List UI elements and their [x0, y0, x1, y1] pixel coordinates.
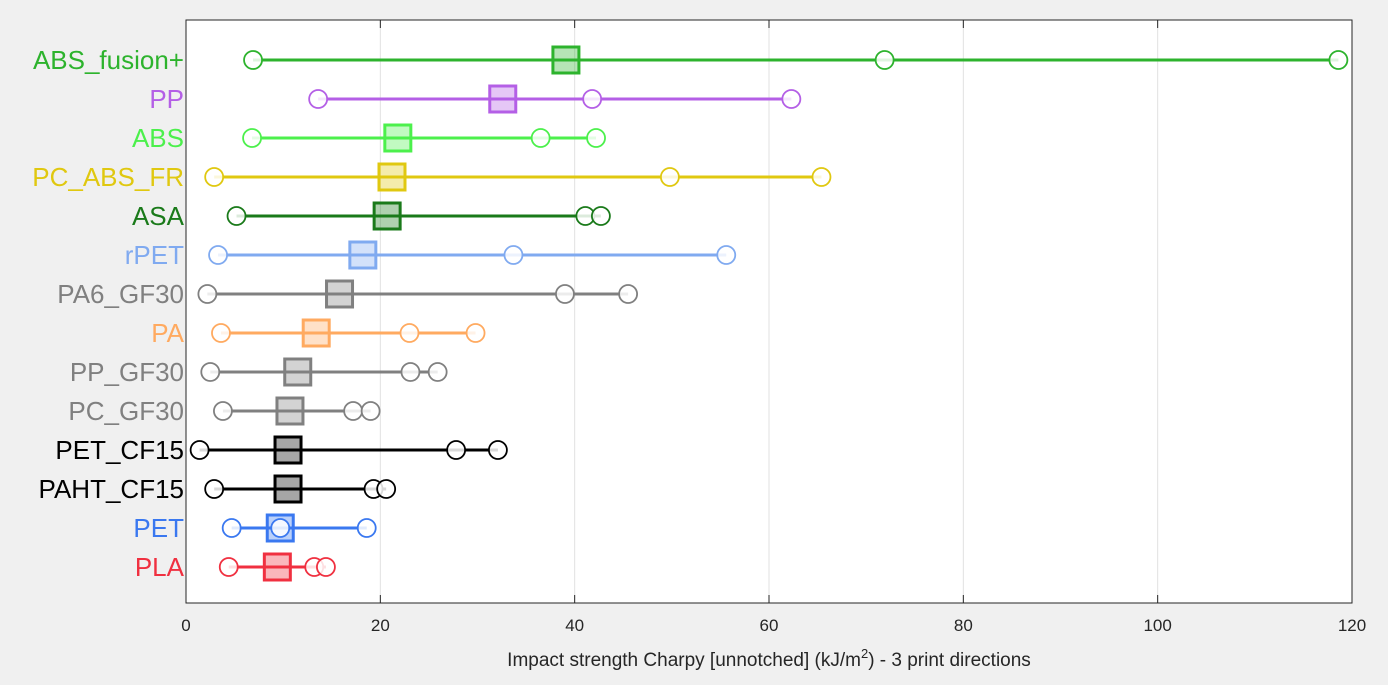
- data-point: [200, 362, 221, 382]
- series-paht-cf15: [204, 474, 397, 504]
- x-axis: 0 20 40 60 80 100 120 ABS_fusion+ PP ABS PC_ABS_FR…: [32, 20, 1366, 635]
- data-point: [503, 245, 524, 265]
- series-pp: [308, 84, 802, 114]
- series-asa: [226, 201, 611, 231]
- data-point: [211, 323, 231, 343]
- series-layer: [189, 45, 1349, 582]
- data-point: [189, 440, 210, 460]
- x-axis-label-main: Impact strength Charpy [unnotched] (kJ/m: [507, 650, 861, 671]
- y-category-label: PAHT_CF15: [39, 474, 184, 504]
- y-category-label: ABS: [132, 123, 184, 153]
- data-point: [197, 284, 218, 304]
- data-point: [530, 128, 551, 148]
- data-point: [242, 128, 262, 148]
- data-point: [781, 89, 802, 109]
- y-category-label: PET: [133, 513, 184, 543]
- data-point: [1328, 50, 1349, 70]
- x-tick-label: 60: [760, 616, 779, 635]
- y-category-label: PP_GF30: [70, 357, 184, 387]
- data-point: [316, 557, 336, 577]
- y-category-label: rPET: [125, 240, 184, 270]
- x-tick-label: 100: [1143, 616, 1171, 635]
- data-point: [308, 89, 329, 109]
- y-category-label: PET_CF15: [55, 435, 184, 465]
- y-category-label: PA: [151, 318, 184, 348]
- data-point: [591, 206, 611, 226]
- y-category-label: PLA: [135, 552, 185, 582]
- grid-lines: [379, 20, 1159, 603]
- y-category-label: PC_GF30: [68, 396, 184, 426]
- data-point: [400, 362, 421, 382]
- data-point: [399, 323, 420, 343]
- series-pa6-gf30: [197, 279, 639, 309]
- data-point: [208, 245, 228, 265]
- x-tick-label: 40: [565, 616, 584, 635]
- y-category-label: PP: [149, 84, 184, 114]
- series-abs-fusion-: [243, 45, 1349, 75]
- data-point: [204, 167, 225, 187]
- data-point: [243, 50, 263, 70]
- data-point: [465, 323, 486, 343]
- data-point: [204, 479, 225, 499]
- data-point: [360, 401, 381, 421]
- data-point: [213, 401, 233, 421]
- data-point: [226, 206, 247, 226]
- data-point: [488, 440, 508, 460]
- x-axis-label: Impact strength Charpy [unnotched] (kJ/m…: [507, 646, 1031, 671]
- data-point: [586, 128, 606, 148]
- series-pp-gf30: [200, 357, 448, 387]
- data-point: [874, 50, 895, 70]
- series-rpet: [208, 240, 737, 270]
- series-abs: [242, 123, 606, 153]
- data-point: [811, 167, 832, 187]
- data-point: [270, 518, 291, 538]
- series-pa: [211, 318, 486, 348]
- x-axis-label-tail: ) - 3 print directions: [868, 650, 1031, 671]
- y-category-label: PA6_GF30: [57, 279, 184, 309]
- data-point: [582, 89, 603, 109]
- y-category-label: PC_ABS_FR: [32, 162, 184, 192]
- series-pet: [221, 513, 377, 543]
- data-point: [427, 362, 448, 382]
- data-point: [555, 284, 575, 304]
- series-pet-cf15: [189, 435, 508, 465]
- series-pc-abs-fr: [204, 162, 832, 192]
- data-point: [446, 440, 467, 460]
- x-tick-label: 20: [371, 616, 390, 635]
- data-point: [218, 557, 239, 577]
- y-category-label: ABS_fusion+: [33, 45, 184, 75]
- y-category-label: ASA: [132, 201, 185, 231]
- x-axis-label-superscript: 2: [861, 646, 868, 661]
- x-tick-label: 0: [181, 616, 190, 635]
- x-tick-label: 120: [1338, 616, 1366, 635]
- x-tick-label: 80: [954, 616, 973, 635]
- series-pc-gf30: [213, 396, 381, 426]
- data-point: [716, 245, 737, 265]
- data-point: [356, 518, 377, 538]
- data-point: [221, 518, 242, 538]
- data-point: [376, 479, 397, 499]
- data-point: [618, 284, 639, 304]
- data-point: [343, 401, 364, 421]
- series-pla: [218, 552, 336, 582]
- data-point: [659, 167, 680, 187]
